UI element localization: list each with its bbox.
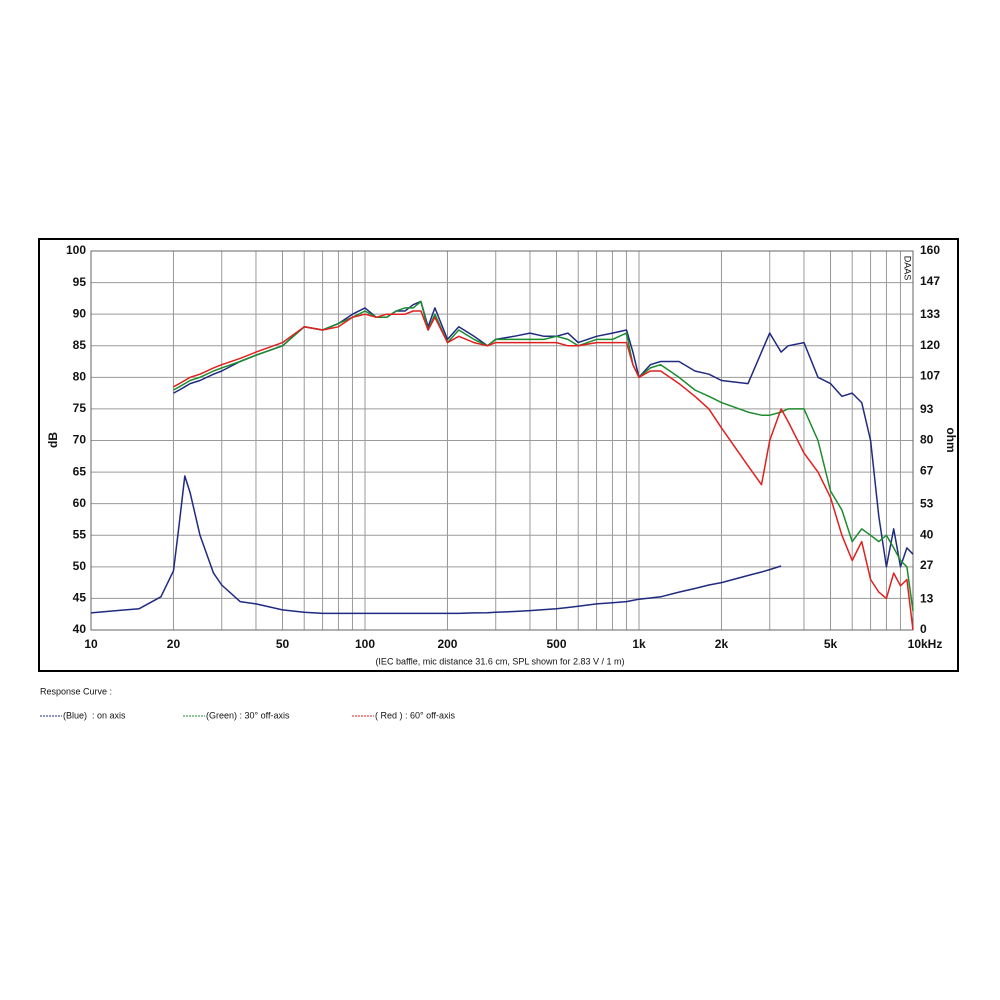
- x-tick-label: 20: [167, 637, 181, 651]
- y2-tick-label: 27: [920, 558, 934, 572]
- legend-label: ( Red ) : 60° off-axis: [375, 710, 455, 720]
- x-tick-label: 2k: [715, 637, 729, 651]
- y-tick-label: 100: [66, 243, 86, 257]
- x-tick-label: 5k: [824, 637, 838, 651]
- chart-frame: [38, 238, 959, 672]
- y-tick-label: 70: [73, 433, 87, 447]
- series-line: [90, 475, 782, 615]
- y-tick-label: 95: [73, 275, 87, 289]
- y2-tick-label: 120: [920, 338, 940, 352]
- y2-tick-label: 93: [920, 402, 934, 416]
- y2-tick-label: 133: [920, 307, 940, 321]
- y2-tick-label: 107: [920, 369, 940, 383]
- x-tick-label: 200: [437, 637, 457, 651]
- y2-tick-label: 160: [920, 243, 940, 257]
- y2-tick-label: 13: [920, 591, 934, 605]
- y-tick-label: 80: [73, 370, 87, 384]
- watermark: DAAS: [903, 256, 913, 281]
- y-tick-label: 40: [73, 622, 87, 636]
- y-tick-label: 55: [73, 527, 87, 541]
- y-tick-label: 85: [73, 338, 87, 352]
- plot-border: [90, 250, 914, 631]
- x-tick-label: 10kHz: [908, 637, 943, 651]
- y2-tick-label: 0: [920, 622, 927, 636]
- y-axis-label: dB: [46, 432, 60, 448]
- note: (IEC baffle, mic distance 31.6 cm, SPL s…: [375, 656, 624, 666]
- x-tick-label: 10: [84, 637, 98, 651]
- y2-tick-label: 80: [920, 433, 934, 447]
- legend-label: (Blue) : on axis: [63, 710, 126, 720]
- y2-tick-label: 147: [920, 274, 940, 288]
- legend-title: Response Curve :: [40, 686, 112, 696]
- x-tick-label: 100: [355, 637, 375, 651]
- y-tick-label: 50: [73, 559, 87, 573]
- series-line: [173, 310, 914, 631]
- x-tick-label: 1k: [632, 637, 646, 651]
- y2-axis-label: ohm: [944, 427, 958, 452]
- y2-tick-label: 53: [920, 497, 934, 511]
- x-tick-label: 50: [276, 637, 290, 651]
- legend-label: (Green) : 30° off-axis: [206, 710, 290, 720]
- x-tick-label: 500: [547, 637, 567, 651]
- y-tick-label: 45: [73, 591, 87, 605]
- y-tick-label: 60: [73, 496, 87, 510]
- y2-tick-label: 67: [920, 463, 934, 477]
- y-tick-label: 65: [73, 464, 87, 478]
- y2-tick-label: 40: [920, 527, 934, 541]
- y-tick-label: 75: [73, 401, 87, 415]
- y-tick-label: 90: [73, 306, 87, 320]
